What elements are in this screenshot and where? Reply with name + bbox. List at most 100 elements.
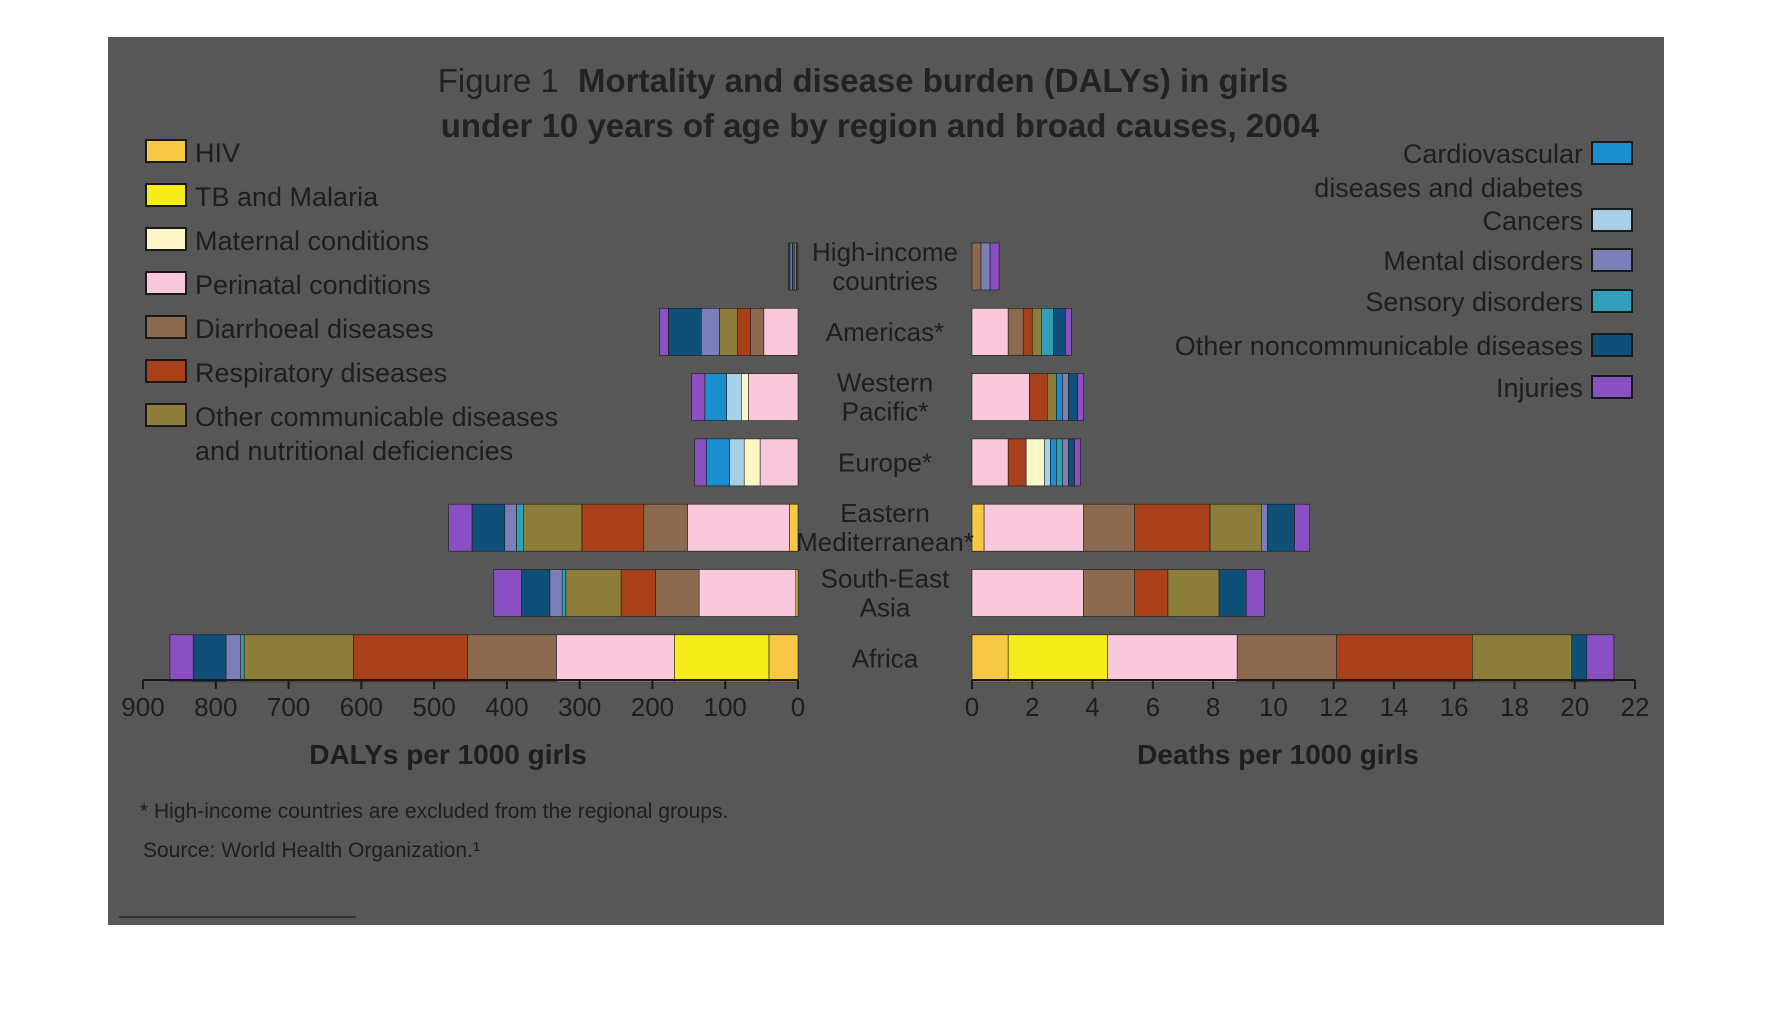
deaths-bar-africa-perinatal bbox=[1107, 634, 1238, 683]
region-label-eastern-mediterranean: Mediterranean* bbox=[796, 527, 974, 557]
legend-label-cardio: diseases and diabetes bbox=[1314, 173, 1583, 203]
deaths-bar-americas-other_ncd bbox=[1053, 307, 1066, 356]
dalys-tick-label-800: 800 bbox=[194, 692, 237, 722]
dalys-tick-label-600: 600 bbox=[340, 692, 383, 722]
deaths-bar-western-pacific-mental bbox=[1062, 373, 1069, 421]
chart-title-line-1-text: Mortality and disease burden (DALYs) in … bbox=[578, 62, 1288, 99]
dalys-bar-africa-injuries bbox=[169, 634, 194, 683]
deaths-bar-europe-perinatal bbox=[971, 438, 1009, 487]
legend-label-hiv: HIV bbox=[195, 138, 240, 168]
deaths-bar-south-east-asia-respiratory bbox=[1134, 569, 1169, 617]
dalys-bar-south-east-asia-mental bbox=[549, 569, 563, 617]
deaths-bar-europe-other_ncd bbox=[1068, 438, 1075, 487]
dalys-bar-high-income-countries-other_ncd bbox=[788, 242, 791, 291]
footnote-source: Source: World Health Organization.¹ bbox=[143, 839, 480, 862]
deaths-bar-south-east-asia-injuries bbox=[1245, 569, 1265, 617]
footnote-rule bbox=[119, 916, 356, 918]
dalys-bar-americas-perinatal bbox=[763, 307, 799, 356]
deaths-bar-americas-perinatal bbox=[971, 307, 1009, 356]
dalys-bar-africa-other_ncd bbox=[192, 634, 227, 683]
dalys-bar-americas-other_ncd bbox=[668, 307, 702, 356]
dalys-bar-americas-respiratory bbox=[737, 307, 751, 356]
deaths-bar-americas-other_comm bbox=[1032, 307, 1042, 356]
deaths-bar-western-pacific-other_comm bbox=[1047, 373, 1057, 421]
deaths-bar-americas-injuries bbox=[1065, 307, 1072, 356]
dalys-bar-eastern-mediterranean-diarrhoeal bbox=[643, 503, 688, 552]
dalys-bar-eastern-mediterranean-mental bbox=[504, 503, 517, 552]
dalys-bar-europe-cancers bbox=[729, 438, 745, 487]
dalys-bar-americas-diarrhoeal bbox=[750, 307, 765, 356]
dalys-bar-africa-tb bbox=[673, 634, 770, 683]
dalys-bar-africa-other_comm bbox=[243, 634, 354, 683]
region-label-europe: Europe* bbox=[838, 447, 932, 477]
dalys-tick-label-500: 500 bbox=[412, 692, 455, 722]
deaths-bar-western-pacific-respiratory bbox=[1029, 373, 1048, 421]
dalys-bar-europe-perinatal bbox=[759, 438, 799, 487]
dalys-bar-western-pacific-maternal bbox=[740, 373, 749, 421]
legend-label-cardio: Cardiovascular bbox=[1403, 139, 1583, 169]
dalys-bars bbox=[169, 242, 799, 683]
deaths-bar-western-pacific-perinatal bbox=[971, 373, 1030, 421]
dalys-tick-label-700: 700 bbox=[267, 692, 310, 722]
region-label-south-east-asia: South-East bbox=[821, 564, 950, 594]
dalys-axis: 900 800 700 600 500 400 300 200 100 0 bbox=[121, 679, 805, 722]
dalys-bar-eastern-mediterranean-respiratory bbox=[581, 503, 645, 552]
dalys-bar-south-east-asia-respiratory bbox=[620, 569, 656, 617]
legend-label-cancers: Cancers bbox=[1482, 206, 1583, 236]
dalys-bar-americas-other_comm bbox=[719, 307, 738, 356]
deaths-bar-high-income-countries-injuries bbox=[989, 242, 1000, 291]
dalys-bar-americas-injuries bbox=[659, 307, 669, 356]
deaths-bar-high-income-countries-diarrhoeal bbox=[971, 242, 982, 291]
deaths-tick-label-14: 14 bbox=[1379, 692, 1408, 722]
deaths-tick-label-4: 4 bbox=[1085, 692, 1099, 722]
deaths-bar-europe-mental bbox=[1062, 438, 1069, 487]
deaths-axis: 0 2 4 6 8 10 12 14 16 18 20 22 bbox=[965, 679, 1650, 722]
dalys-tick-label-200: 200 bbox=[631, 692, 674, 722]
dalys-bar-western-pacific-perinatal bbox=[748, 373, 799, 421]
region-label-eastern-mediterranean: Eastern bbox=[840, 498, 930, 528]
deaths-bar-eastern-mediterranean-injuries bbox=[1294, 503, 1310, 552]
dalys-bar-western-pacific-injuries bbox=[691, 373, 706, 421]
legend-swatch-tb bbox=[145, 183, 187, 207]
legend-swatch-injuries bbox=[1591, 375, 1633, 399]
dalys-tick-label-900: 900 bbox=[121, 692, 164, 722]
region-label-western-pacific: Western bbox=[837, 368, 933, 398]
deaths-axis-label: Deaths per 1000 girls bbox=[1137, 739, 1419, 770]
region-label-high-income-countries: High-income bbox=[812, 237, 958, 267]
dalys-bar-eastern-mediterranean-perinatal bbox=[687, 503, 790, 552]
legend-swatch-sensory bbox=[1591, 289, 1633, 313]
dalys-bar-eastern-mediterranean-injuries bbox=[448, 503, 473, 552]
chart-title-line-1: Figure 1 Mortality and disease burden (D… bbox=[438, 62, 1289, 99]
deaths-bar-eastern-mediterranean-perinatal bbox=[983, 503, 1084, 552]
deaths-tick-label-12: 12 bbox=[1319, 692, 1348, 722]
dalys-bar-europe-injuries bbox=[694, 438, 707, 487]
legend-swatch-cardio bbox=[1591, 141, 1633, 165]
deaths-bar-south-east-asia-perinatal bbox=[971, 569, 1084, 617]
legend-label-perinatal: Perinatal conditions bbox=[195, 270, 431, 300]
deaths-bar-south-east-asia-other_ncd bbox=[1218, 569, 1247, 617]
legend-swatch-perinatal bbox=[145, 271, 187, 295]
dalys-bar-europe-maternal bbox=[743, 438, 761, 487]
dalys-bar-south-east-asia-hiv bbox=[795, 569, 799, 617]
dalys-bar-western-pacific-cardio bbox=[704, 373, 727, 421]
dalys-bar-south-east-asia-diarrhoeal bbox=[655, 569, 700, 617]
deaths-tick-label-22: 22 bbox=[1621, 692, 1650, 722]
dalys-bar-africa-sensory bbox=[240, 634, 245, 683]
legend-label-injuries: Injuries bbox=[1496, 373, 1583, 403]
legend-label-diarrhoeal: Diarrhoeal diseases bbox=[195, 314, 434, 344]
dalys-bar-south-east-asia-sensory bbox=[561, 569, 567, 617]
deaths-bar-high-income-countries-mental bbox=[980, 242, 991, 291]
dalys-bar-europe-cardio bbox=[705, 438, 730, 487]
dalys-tick-label-300: 300 bbox=[558, 692, 601, 722]
deaths-tick-label-10: 10 bbox=[1259, 692, 1288, 722]
deaths-bar-western-pacific-cardio bbox=[1056, 373, 1063, 421]
legend-swatch-maternal bbox=[145, 227, 187, 251]
dalys-bar-africa-hiv bbox=[768, 634, 799, 683]
deaths-bar-africa-respiratory bbox=[1336, 634, 1473, 683]
legend-label-sensory: Sensory disorders bbox=[1365, 287, 1583, 317]
deaths-bar-africa-other_comm bbox=[1472, 634, 1573, 683]
deaths-bar-south-east-asia-other_comm bbox=[1167, 569, 1220, 617]
legend-swatch-respiratory bbox=[145, 359, 187, 383]
region-label-high-income-countries: countries bbox=[832, 266, 938, 296]
